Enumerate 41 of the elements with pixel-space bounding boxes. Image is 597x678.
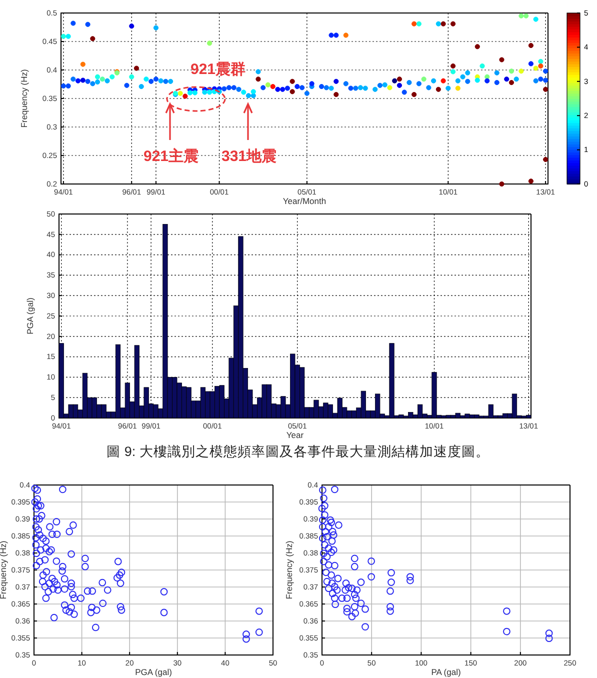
point: [396, 82, 402, 88]
y-axis-title: Frequency (Hz): [19, 69, 29, 128]
point: [206, 40, 212, 46]
point: [528, 42, 534, 48]
point: [343, 81, 348, 86]
annotation: 921震群: [190, 61, 246, 78]
annotation: 331地震: [221, 148, 277, 165]
point: [508, 68, 514, 74]
point: [499, 181, 504, 187]
x-axis-title: Year/Month: [282, 196, 326, 206]
point: [450, 63, 456, 69]
point: [328, 86, 334, 91]
point: [528, 61, 534, 66]
point: [543, 78, 548, 83]
point: [90, 36, 96, 42]
point: [334, 78, 339, 84]
y-axis-title: Frequency (Hz): [284, 540, 294, 600]
point: [450, 69, 456, 74]
point: [465, 70, 470, 76]
point: [455, 78, 460, 84]
point: [533, 78, 538, 84]
x-axis-title: PGA (gal): [135, 667, 172, 677]
point: [538, 63, 544, 69]
point: [543, 86, 548, 92]
x-axis-title: Year: [286, 430, 304, 440]
point: [153, 25, 159, 30]
point: [440, 78, 446, 84]
annotation: 921主震: [143, 147, 199, 165]
y-axis-title: Frequency (Hz): [0, 540, 8, 600]
caption: 圖 9: 大樓識別之模態頻率圖及各事件最大量測結構加速度圖。: [106, 444, 490, 459]
point: [412, 92, 417, 98]
point: [290, 78, 295, 84]
point: [518, 68, 524, 74]
y-axis-title: PGA (gal): [25, 297, 35, 334]
point: [202, 90, 208, 95]
x-axis-title: PA (gal): [431, 667, 461, 677]
point: [494, 70, 500, 76]
point: [474, 78, 480, 83]
point: [80, 62, 86, 67]
point: [256, 69, 261, 74]
point: [436, 86, 441, 92]
